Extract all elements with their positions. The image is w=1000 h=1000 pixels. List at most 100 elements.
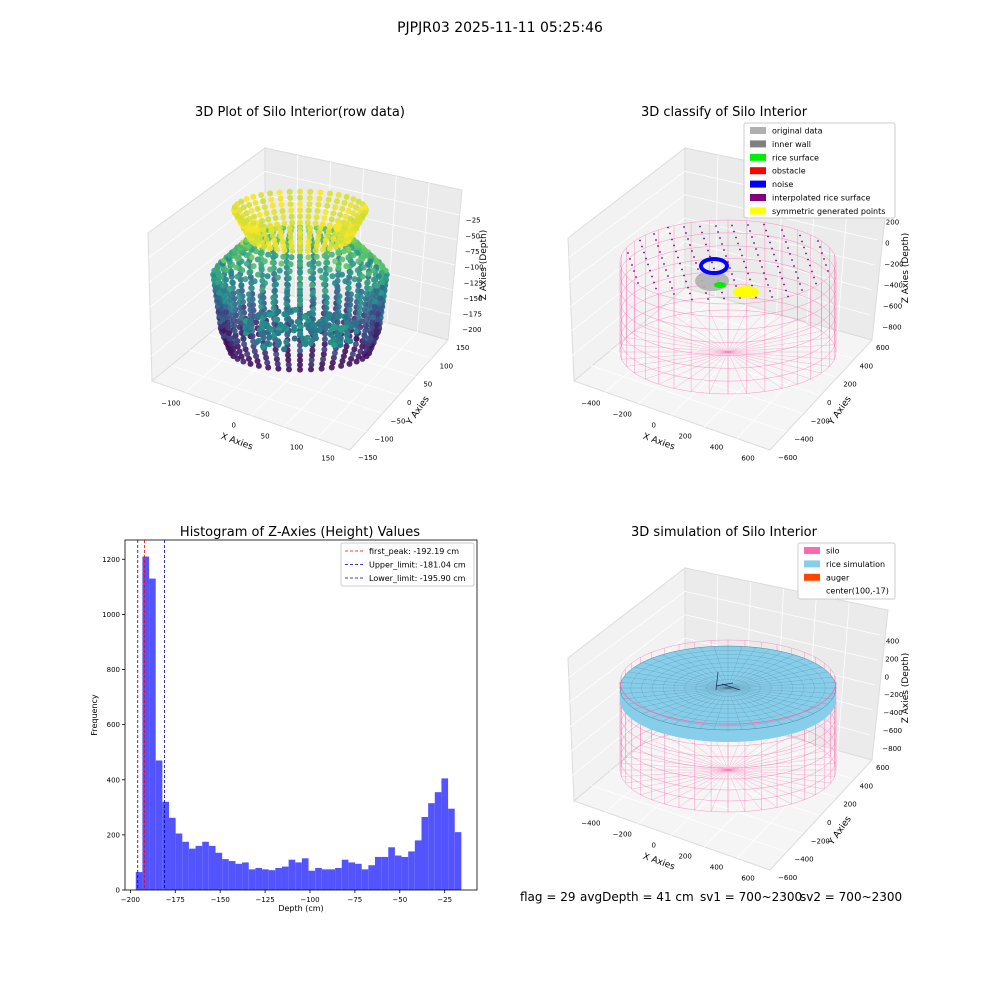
scatter-point — [283, 296, 289, 302]
panel4-legend: silorice simulationaugercenter(100,-17) — [798, 543, 895, 599]
interpolated-point — [629, 258, 631, 260]
scatter-point — [289, 220, 295, 226]
histogram-bar — [136, 872, 143, 890]
scatter-point — [258, 293, 264, 299]
scatter-point — [227, 291, 233, 297]
panel1-zlabel: Z Axies (Depth) — [479, 230, 489, 301]
interpolated-point — [659, 251, 661, 253]
z-tick-label: −600 — [883, 727, 902, 735]
interpolated-point — [709, 256, 711, 258]
interpolated-point — [815, 283, 817, 285]
scatter-point — [239, 267, 245, 273]
histogram-bar — [355, 864, 362, 890]
interpolated-point — [695, 262, 697, 264]
scatter-point — [267, 224, 273, 230]
y-tick-label: 800 — [107, 666, 120, 674]
interpolated-point — [697, 268, 699, 270]
interpolated-point — [787, 296, 789, 298]
scatter-point — [348, 297, 354, 303]
scatter-point — [295, 319, 301, 325]
z-tick-label: −175 — [463, 311, 482, 319]
histogram-bar — [309, 871, 316, 890]
scatter-point — [244, 218, 250, 224]
interpolated-point — [713, 268, 715, 270]
scatter-point — [297, 301, 303, 307]
scatter-point — [336, 304, 342, 310]
interpolated-point — [773, 254, 775, 256]
scatter-point — [289, 254, 295, 260]
interpolated-point — [733, 279, 735, 281]
scatter-point — [335, 312, 341, 318]
scatter-point — [335, 319, 341, 325]
scatter-point — [297, 255, 303, 261]
scatter-point — [297, 214, 303, 220]
interpolated-point — [783, 284, 785, 286]
scatter-point — [369, 325, 375, 331]
scatter-point — [222, 304, 228, 310]
z-tick-label: 0 — [885, 239, 889, 247]
x-tick-label: 0 — [231, 421, 235, 429]
scatter-point — [322, 253, 328, 259]
scatter-point — [329, 252, 335, 258]
scatter-point — [249, 208, 255, 214]
scatter-point — [365, 302, 371, 308]
scatter-point — [356, 258, 362, 264]
panel4-title: 3D simulation of Silo Interior — [631, 525, 818, 540]
y-tick-label: −400 — [794, 436, 813, 444]
histogram-xlabel: Depth (cm) — [278, 904, 323, 913]
scatter-point — [236, 289, 242, 295]
scatter-point — [297, 226, 303, 232]
histogram-bar — [169, 818, 176, 890]
footer-avg-depth: avgDepth = 41 cm — [580, 890, 694, 904]
scatter-point — [221, 293, 227, 299]
histogram-bar — [375, 857, 382, 890]
scatter-point — [230, 280, 236, 286]
scatter-point — [330, 210, 336, 216]
x-tick-label: 0 — [651, 421, 655, 429]
histogram-bar — [448, 809, 455, 890]
panel2-legend: original datainner wallrice surfaceobsta… — [744, 123, 895, 218]
scatter-point — [354, 328, 360, 334]
interpolated-point — [791, 259, 793, 261]
interpolated-point — [655, 239, 657, 241]
scatter-point — [246, 291, 252, 297]
histogram-legend: first_peak: -192.19 cmUpper_limit: -181.… — [341, 543, 474, 586]
scatter-point — [297, 262, 303, 268]
x-tick-label: 100 — [290, 443, 303, 451]
z-tick-label: −400 — [883, 709, 902, 717]
histogram-bar — [428, 803, 435, 890]
scatter-point — [229, 307, 235, 313]
scatter-point — [354, 336, 360, 342]
scatter-point — [270, 203, 276, 209]
symmetric-cluster — [733, 286, 759, 298]
interpolated-point — [759, 260, 761, 262]
interpolated-point — [679, 263, 681, 265]
scatter-point — [350, 218, 356, 224]
scatter-point — [264, 210, 270, 216]
scatter-point — [297, 283, 303, 289]
interpolated-point — [675, 251, 677, 253]
scatter-point — [359, 274, 365, 280]
scatter-point — [288, 319, 294, 325]
scatter-point — [247, 297, 253, 303]
x-tick-label: 400 — [710, 443, 723, 451]
histogram-bar — [275, 868, 282, 890]
scatter-point — [287, 308, 293, 314]
interpolated-point — [653, 282, 655, 284]
x-tick-label: −400 — [581, 820, 600, 828]
scatter-point — [268, 327, 274, 333]
scatter-point — [344, 194, 350, 200]
scatter-point — [264, 322, 270, 328]
scatter-point — [323, 209, 329, 215]
legend-label: noise — [772, 180, 793, 189]
scatter-point — [259, 250, 265, 256]
scatter-point — [278, 322, 284, 328]
x-tick-label: −25 — [437, 896, 452, 904]
scatter-point — [311, 301, 317, 307]
histogram-bar — [435, 792, 442, 890]
y-tick-label: −400 — [794, 856, 813, 864]
histogram-bar — [149, 579, 156, 890]
legend-label: obstacle — [772, 167, 806, 176]
x-tick-label: 200 — [678, 852, 691, 860]
scatter-point — [368, 330, 374, 336]
